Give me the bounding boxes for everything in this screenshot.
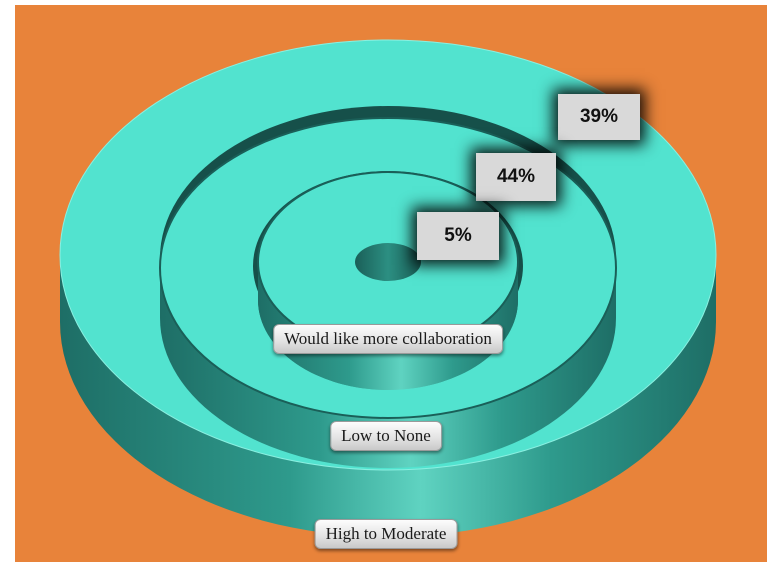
value-box-would-like-more-collaboration: 5% [417, 212, 499, 260]
ring-label-would-like-more-collaboration: Would like more collaboration [273, 324, 503, 354]
value-box-high-to-moderate: 39% [558, 94, 640, 140]
ring-label-low-to-none: Low to None [330, 421, 442, 451]
value-label: 39% [579, 106, 619, 127]
value-label: 5% [444, 225, 472, 246]
ring-inner-hole [355, 243, 421, 281]
value-box-low-to-none: 44% [476, 153, 556, 201]
value-label: 44% [496, 166, 536, 187]
ring-would-like-more-collaboration [257, 171, 519, 390]
ring-label-high-to-moderate: High to Moderate [314, 519, 458, 549]
